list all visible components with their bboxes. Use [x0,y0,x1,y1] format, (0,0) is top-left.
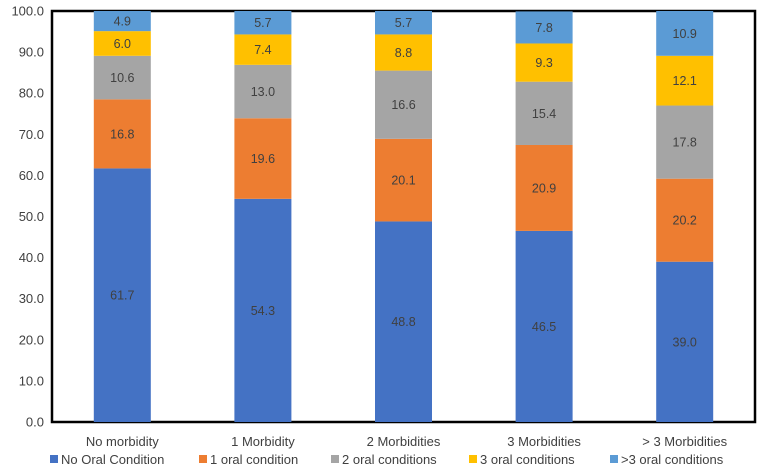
data-label: 19.6 [251,152,275,166]
y-tick-label: 70.0 [19,127,44,142]
y-tick-label: 90.0 [19,45,44,60]
legend-label: 2 oral conditions [342,452,437,467]
bar-3-morbidities-2-oral-conditions [656,105,714,179]
legend-swatch [331,455,339,463]
data-label: 13.0 [251,85,275,99]
legend-item-3-oral-conditions: 3 oral conditions [469,452,575,467]
bar-3-morbidities-3-oral-conditions [656,11,714,56]
data-label: 20.1 [391,174,415,188]
data-label: 5.7 [254,16,271,30]
y-tick-label: 30.0 [19,291,44,306]
bar-1-morbidity-1-oral-condition [234,118,292,199]
legend-label: 1 oral condition [210,452,298,467]
x-category-label: 1 Morbidity [231,434,295,449]
bar-no-morbidity-3-oral-conditions [93,11,151,32]
data-label: 8.8 [395,46,412,60]
legend-item-no-oral-condition: No Oral Condition [50,452,164,467]
bar-3-morbidities-3-oral-conditions [656,55,714,106]
data-label: 16.6 [391,98,415,112]
bar-3-morbidities-1-oral-condition [515,144,573,231]
bar-1-morbidity-2-oral-conditions [234,64,292,119]
y-tick-label: 10.0 [19,373,44,388]
data-label: 6.0 [114,37,131,51]
bar-no-morbidity-3-oral-conditions [93,31,151,56]
legend-swatch [469,455,477,463]
bar-no-morbidity-1-oral-condition [93,99,151,169]
legend-item-2-oral-conditions: 2 oral conditions [331,452,437,467]
legend: No Oral Condition 1 oral condition 2 oral … [50,452,724,467]
y-tick-label: 60.0 [19,168,44,183]
legend-swatch [50,455,58,463]
bar-3-morbidities-3-oral-conditions [515,43,573,82]
data-label: 46.5 [532,320,556,334]
legend-label: >3 oral conditions [621,452,724,467]
bar-3-morbidities-2-oral-conditions [515,81,573,145]
bar-no-morbidity-no-oral-condition [93,168,151,422]
data-label: 16.8 [110,127,134,141]
data-label: 20.9 [532,181,556,195]
data-label: 10.9 [673,27,697,41]
x-category-label: 3 Morbidities [507,434,581,449]
data-label: 61.7 [110,289,134,303]
data-label: 20.2 [673,214,697,228]
data-label: 5.7 [395,16,412,30]
bar-1-morbidity-no-oral-condition [234,198,292,422]
data-label: 39.0 [673,335,697,349]
legend-item-3-oral-conditions: >3 oral conditions [610,452,724,467]
bar-3-morbidities-no-oral-condition [515,230,573,422]
bar-2-morbidities-3-oral-conditions [375,11,432,35]
y-tick-label: 20.0 [19,332,44,347]
bar-2-morbidities-1-oral-condition [375,138,432,222]
legend-swatch [199,455,207,463]
legend-swatch [610,455,618,463]
bar-1-morbidity-3-oral-conditions [234,34,292,65]
y-tick-label: 40.0 [19,250,44,265]
data-label: 15.4 [532,107,556,121]
x-axis: No morbidity 1 Morbidity 2 Morbidities 3 Mo… [86,434,728,449]
data-label: 9.3 [535,56,552,70]
data-label: 7.8 [535,21,552,35]
legend-item-1-oral-condition: 1 oral condition [199,452,298,467]
data-label: 17.8 [673,136,697,150]
y-tick-label: 80.0 [19,86,44,101]
data-label: 7.4 [254,43,271,57]
x-category-label: No morbidity [86,434,159,449]
legend-label: No Oral Condition [61,452,164,467]
bar-1-morbidity-3-oral-conditions [234,11,292,35]
bar-2-morbidities-no-oral-condition [375,221,432,422]
legend-label: 3 oral conditions [480,452,575,467]
bar-3-morbidities-1-oral-condition [656,178,714,262]
y-axis: 0.0 10.0 20.0 30.0 40.0 50.0 60.0 70.0 80.0 90.0 1… [11,4,44,430]
data-label: 4.9 [114,15,131,29]
data-label: 12.1 [673,74,697,88]
bar-2-morbidities-3-oral-conditions [375,34,432,71]
bar-no-morbidity-2-oral-conditions [93,55,151,100]
bar-3-morbidities-no-oral-condition [656,261,714,422]
y-tick-label: 0.0 [26,415,44,430]
y-tick-label: 100.0 [11,4,44,19]
bar-2-morbidities-2-oral-conditions [375,70,432,139]
x-category-label: 2 Morbidities [367,434,441,449]
data-label: 48.8 [391,315,415,329]
bars-group: 61.7 16.8 10.6 6.0 4.9 54.3 19.6 13.0 7.4 5.7 48.8… [93,11,714,422]
x-category-label: > 3 Morbidities [642,434,727,449]
data-label: 10.6 [110,71,134,85]
bar-3-morbidities-3-oral-conditions [515,11,573,44]
y-tick-label: 50.0 [19,209,44,224]
data-label: 54.3 [251,304,275,318]
